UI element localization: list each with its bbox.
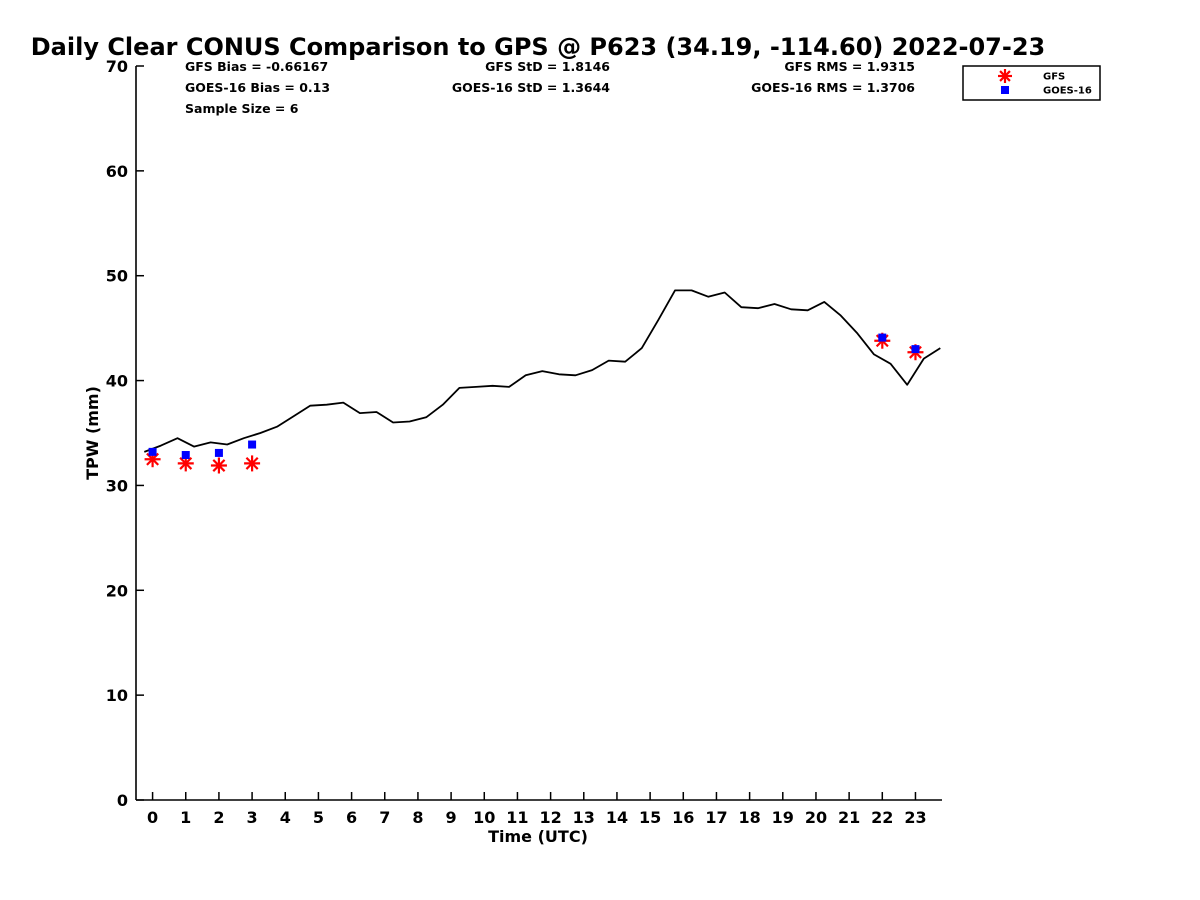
legend: GFS GOES-16 — [962, 65, 1101, 101]
goes-rms-text: GOES-16 RMS = 1.3706 — [751, 80, 915, 95]
goes16-point — [911, 345, 920, 354]
x-tick-label: 5 — [313, 808, 324, 827]
x-tick-label: 19 — [772, 808, 794, 827]
gps-tpw-line — [143, 289, 941, 453]
legend-items: GFS GOES-16 — [998, 69, 1092, 97]
x-tick-label: 20 — [805, 808, 827, 827]
goes16-point — [148, 447, 157, 456]
y-tick-label: 10 — [106, 686, 128, 705]
x-tick-label: 4 — [280, 808, 291, 827]
y-tick-label: 20 — [106, 581, 128, 600]
goes-bias-text: GOES-16 Bias = 0.13 — [185, 80, 330, 95]
y-tick-label: 50 — [106, 267, 128, 286]
chart-title: Daily Clear CONUS Comparison to GPS @ P6… — [31, 33, 1045, 61]
goes16-point — [248, 440, 257, 449]
gfs-rms-text: GFS RMS = 1.9315 — [784, 59, 915, 74]
x-tick-label: 9 — [446, 808, 457, 827]
x-tick-label: 7 — [379, 808, 390, 827]
legend-box — [962, 65, 1101, 101]
x-tick-label: 18 — [738, 808, 760, 827]
x-tick-label: 23 — [904, 808, 926, 827]
gfs-std-text: GFS StD = 1.8146 — [485, 59, 610, 74]
gfs-bias-text: GFS Bias = -0.66167 — [185, 59, 328, 74]
plot-axes — [135, 66, 942, 801]
y-tick-label: 40 — [106, 372, 128, 391]
legend-gfs-marker — [998, 69, 1012, 83]
x-tick-label: 6 — [346, 808, 357, 827]
legend-label: GOES-16 — [1043, 86, 1092, 97]
x-tick-label: 8 — [412, 808, 423, 827]
y-axis-label: TPW (mm) — [83, 386, 102, 480]
legend-label: GFS — [1043, 72, 1065, 83]
x-tick-label: 3 — [247, 808, 258, 827]
x-tick-label: 1 — [180, 808, 191, 827]
series-layer — [143, 289, 941, 474]
x-tick-label: 10 — [473, 808, 495, 827]
legend-goes16-marker — [1001, 86, 1009, 94]
gfs-point — [244, 455, 261, 472]
x-tick-label: 22 — [871, 808, 893, 827]
x-tick-label: 21 — [838, 808, 860, 827]
x-tick-label: 11 — [506, 808, 528, 827]
x-tick-label: 0 — [147, 808, 158, 827]
y-tick-label: 0 — [117, 791, 128, 810]
x-tick-label: 15 — [639, 808, 661, 827]
goes-std-text: GOES-16 StD = 1.3644 — [452, 80, 610, 95]
x-tick-label: 13 — [573, 808, 595, 827]
stats-panel: GFS Bias = -0.66167 GOES-16 Bias = 0.13 … — [185, 59, 915, 116]
y-ticks: 0 10 20 30 40 50 60 70 — [106, 57, 144, 810]
x-tick-label: 17 — [705, 808, 727, 827]
goes16-point — [214, 448, 223, 457]
x-tick-label: 2 — [213, 808, 224, 827]
y-tick-label: 60 — [106, 162, 128, 181]
sample-size-text: Sample Size = 6 — [185, 101, 299, 116]
x-ticks: 0 1 2 3 4 5 6 7 8 9 10 11 12 13 14 15 16 17 18 19 20 21 22 23 — [147, 792, 927, 827]
x-axis-label: Time (UTC) — [488, 827, 588, 846]
goes16-point — [181, 451, 190, 460]
y-tick-label: 30 — [106, 476, 128, 495]
y-tick-label: 70 — [106, 57, 128, 76]
x-tick-label: 14 — [606, 808, 628, 827]
goes16-point — [878, 333, 887, 342]
x-tick-label: 16 — [672, 808, 694, 827]
gfs-point — [210, 457, 227, 474]
x-tick-label: 12 — [539, 808, 561, 827]
